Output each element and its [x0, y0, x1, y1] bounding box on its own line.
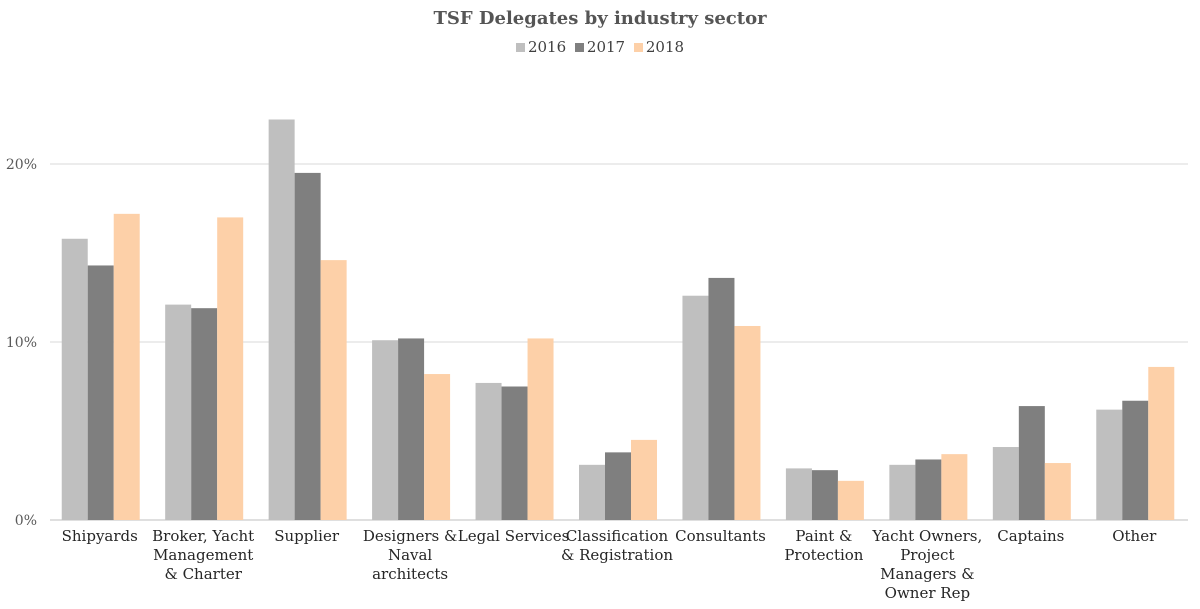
bar-2017-9 [1018, 406, 1045, 520]
legend-swatch-2016 [515, 43, 525, 52]
category-label: Project [900, 546, 954, 564]
category-label: Protection [784, 546, 863, 564]
bar-2016-3 [372, 340, 399, 520]
category-label: Supplier [274, 527, 340, 545]
bar-2016-0 [61, 238, 88, 520]
bar-2017-2 [294, 172, 321, 520]
y-tick-label: 10% [6, 335, 37, 351]
category-label: Broker, Yacht [152, 527, 254, 545]
bar-2016-10 [1096, 409, 1123, 520]
chart-title: TSF Delegates by industry sector [433, 8, 767, 29]
bar-2016-8 [889, 464, 916, 520]
bar-2018-4 [527, 338, 554, 520]
bar-2016-5 [579, 464, 605, 520]
y-tick-label: 20% [6, 157, 37, 173]
legend-item-2017: 2017 [574, 38, 626, 56]
bar-2016-1 [165, 304, 192, 520]
legend-label-2018: 2018 [645, 38, 685, 56]
legend-item-2016: 2016 [515, 38, 567, 56]
legend-swatch-2018 [633, 43, 643, 52]
bar-2017-4 [501, 386, 528, 520]
category-label: architects [372, 565, 448, 583]
category-label: Classification [566, 527, 669, 545]
bar-2016-7 [785, 468, 812, 520]
bar-2018-5 [631, 439, 657, 520]
bar-2018-0 [113, 213, 140, 520]
bar-2018-9 [1044, 463, 1071, 520]
bar-2018-1 [217, 217, 244, 520]
bar-2018-10 [1148, 366, 1175, 520]
bar-2017-8 [915, 459, 942, 520]
bar-2018-6 [734, 325, 761, 520]
bar-2016-6 [682, 295, 709, 520]
chart-legend: 2016 2017 2018 [0, 38, 1200, 56]
category-label: Consultants [675, 527, 766, 545]
category-label: Legal Services [458, 527, 570, 545]
bar-2018-8 [941, 454, 968, 520]
category-label: Owner Rep [885, 584, 970, 602]
bar-2018-2 [320, 260, 347, 520]
legend-swatch-2017 [574, 43, 584, 52]
bar-2017-0 [87, 265, 114, 520]
category-label: Yacht Owners, [871, 527, 982, 545]
category-label: Management [153, 546, 253, 564]
bar-2017-7 [811, 470, 838, 520]
category-label: Naval [388, 546, 432, 564]
category-label: Paint & [795, 527, 852, 545]
bar-2017-1 [191, 308, 218, 520]
category-label: Shipyards [62, 527, 138, 545]
category-label: Designers & [363, 527, 458, 545]
bar-2017-6 [708, 277, 735, 520]
bar-2016-9 [992, 447, 1019, 520]
category-label: Other [1112, 527, 1157, 545]
y-tick-label: 0% [15, 513, 37, 529]
category-label: & Registration [561, 546, 673, 564]
bar-2016-4 [475, 382, 502, 520]
legend-label-2017: 2017 [586, 38, 626, 56]
bar-2017-3 [398, 338, 425, 520]
category-label: & Charter [164, 565, 242, 583]
bar-2018-7 [837, 480, 864, 520]
bar-2017-5 [605, 452, 631, 520]
bar-2016-2 [268, 119, 295, 520]
legend-item-2018: 2018 [633, 38, 685, 56]
category-label: Managers & [880, 565, 974, 583]
bar-2018-3 [424, 374, 451, 520]
bar-2017-10 [1122, 400, 1149, 520]
legend-label-2016: 2016 [527, 38, 567, 56]
category-label: Captains [997, 527, 1064, 545]
